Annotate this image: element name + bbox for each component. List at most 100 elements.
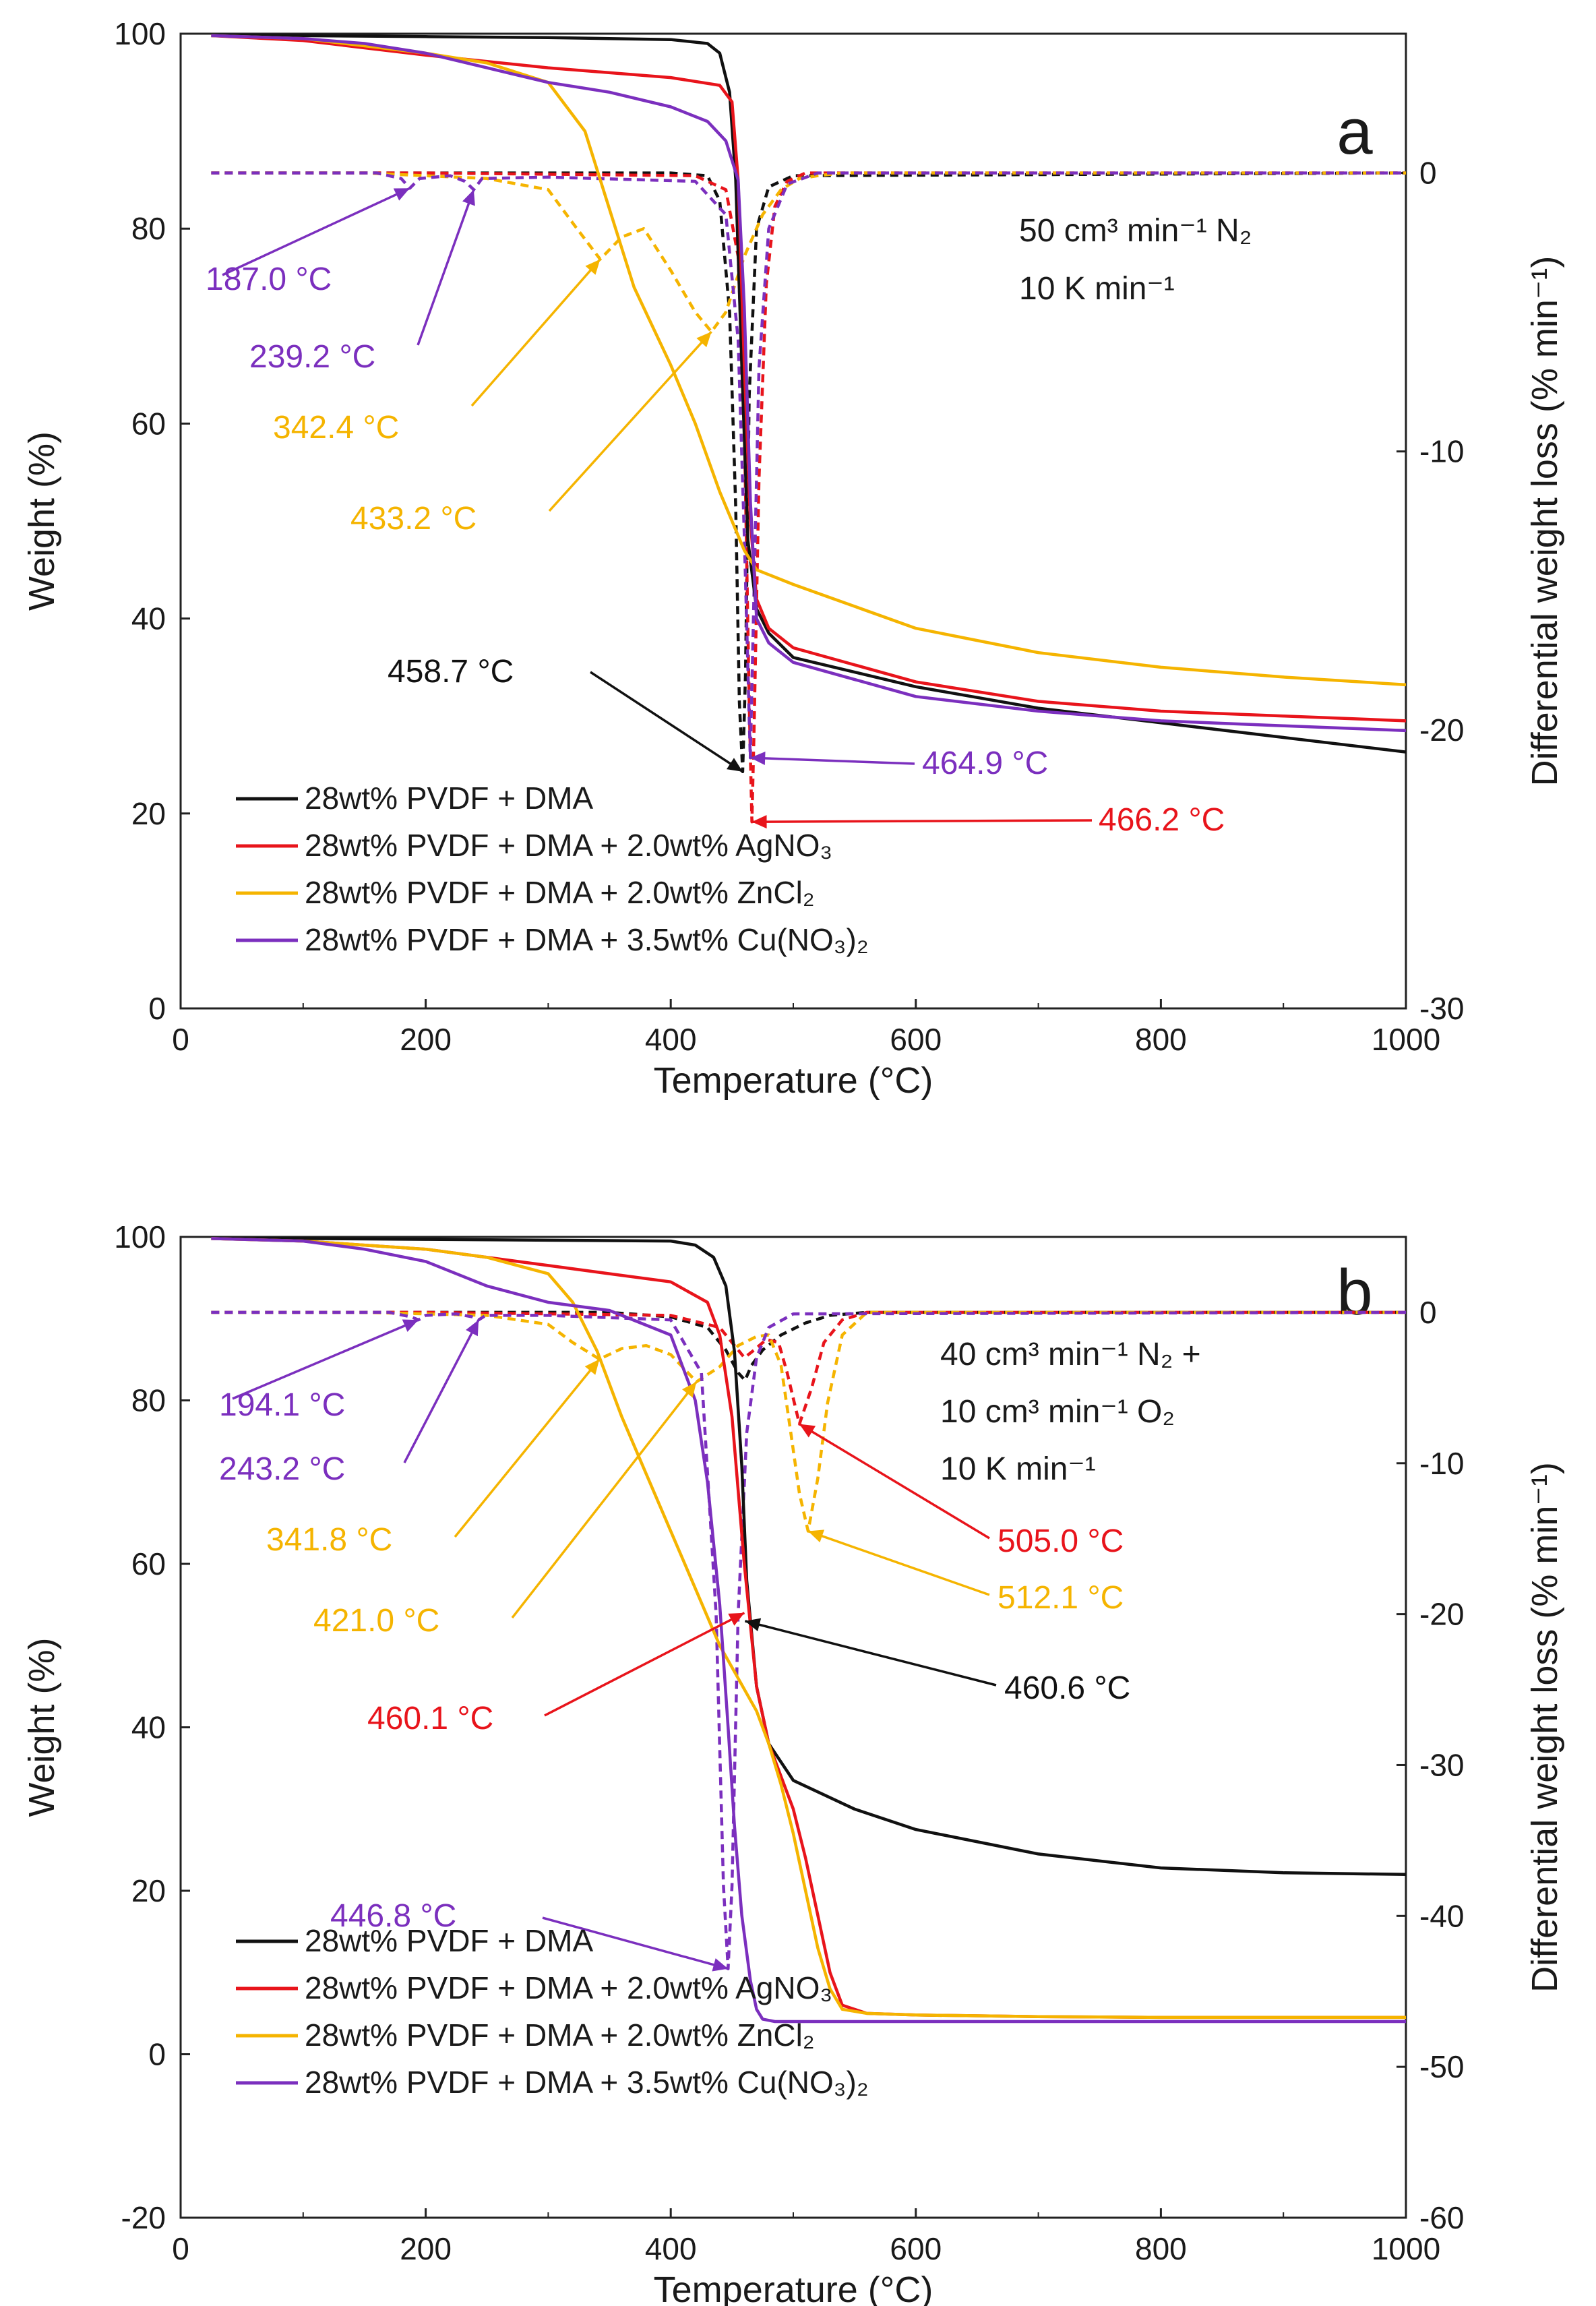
peak-annotation-label: 446.8 °C [330,1898,456,1934]
y-tick-label: 60 [131,1546,166,1581]
annotation-arrow-head [712,1958,729,1972]
annotation-arrow-line [403,1319,480,1463]
annotation-arrow-head [681,1381,697,1398]
annotation-arrow-line [744,1620,997,1687]
peak-annotation-label: 466.2 °C [1099,802,1225,838]
legend-entry-label: 28wt% PVDF + DMA + 2.0wt% ZnCl₂ [305,875,815,910]
x-tick-label: 800 [1135,1022,1187,1057]
y-tick-label: 100 [114,1219,166,1254]
x-tick-label: 600 [890,1022,942,1057]
annotation-arrow-line [222,187,410,276]
annotation-arrow-line [590,671,743,773]
dtg-series-line [211,171,1406,760]
annotation-arrow-head [466,1320,479,1337]
annotation-arrow-line [750,756,915,765]
x-tick-label: 600 [890,2231,942,2266]
y2-tick-label: -20 [1419,712,1464,748]
annotation-arrow-line [542,1916,729,1970]
dtg-series-line [211,171,1406,334]
peak-annotation-label: 243.2 °C [219,1451,345,1487]
y2-tick-label: -30 [1419,1747,1464,1782]
peak-annotation-label: 512.1 °C [998,1580,1124,1616]
y2-axis-label: Differential weight loss (% min⁻¹) [1525,256,1565,787]
annotation-arrow-line [548,330,712,512]
annotation-arrow-line [232,1318,419,1400]
peak-annotation-label: 433.2 °C [350,501,477,537]
weight-series-line [211,34,1406,733]
y-tick-label: 40 [131,1710,166,1745]
weight-series-line [211,1237,1406,2020]
annotation-arrow-line [807,1529,990,1596]
x-tick-label: 400 [645,2231,697,2266]
y2-tick-label: -20 [1419,1597,1464,1632]
y-tick-label: 60 [131,406,166,441]
legend-entry-label: 28wt% PVDF + DMA [305,1923,593,1958]
dtg-series-line [211,171,1406,774]
annotation-arrow-line [470,258,601,407]
weight-series-line [211,34,1406,754]
y2-tick-label: -50 [1419,2049,1464,2084]
x-tick-label: 0 [172,1022,189,1057]
annotation-arrow-head [584,1359,600,1375]
annotation-arrow-head [750,751,766,765]
peak-annotation-label: 194.1 °C [219,1387,345,1423]
y2-tick-label: -30 [1419,991,1464,1026]
weight-series-line [211,1237,1406,2024]
peak-annotation-label: 187.0 °C [206,262,332,297]
annotation-arrow-line [544,1612,745,1717]
y-tick-label: 100 [114,16,166,51]
annotation-arrow-head [727,758,743,772]
y-tick-label: 20 [131,796,166,831]
plot-area [211,1237,1406,2024]
peak-annotation-label: 464.9 °C [922,746,1048,781]
condition-text: 50 cm³ min⁻¹ N₂ [1019,213,1252,249]
y-tick-label: 20 [131,1873,166,1908]
dtg-series-line [211,1310,1406,1533]
y2-tick-label: -10 [1419,1446,1464,1481]
condition-text: 10 cm³ min⁻¹ O₂ [940,1394,1175,1430]
y2-axis-label: Differential weight loss (% min⁻¹) [1525,1462,1565,1993]
peak-annotation-label: 460.1 °C [367,1701,493,1736]
annotation-arrow-line [511,1380,698,1619]
y2-tick-label: 0 [1419,156,1437,191]
annotation-arrow-head [728,1612,745,1626]
annotation-arrow-head [585,259,601,275]
panel-a: 0 200 400 600 800 1000 0 20 40 60 80 100 -30 -20 -10 0 T… [22,16,1565,1101]
peak-annotation-label: 458.7 °C [388,654,514,690]
x-tick-label: 200 [400,2231,452,2266]
y-tick-label: 0 [148,2037,166,2072]
condition-text: 10 K min⁻¹ [940,1451,1096,1487]
plot-area [211,34,1406,824]
y-tick-label: 0 [148,991,166,1026]
peak-annotation-label: 341.8 °C [266,1522,392,1558]
annotation-arrow-line [799,1423,990,1540]
annotation-arrow-head [745,1618,762,1632]
panel-letter: b [1337,1256,1372,1329]
condition-text: 40 cm³ min⁻¹ N₂ + [940,1337,1201,1372]
legend-entry-label: 28wt% PVDF + DMA + 2.0wt% ZnCl₂ [305,2017,815,2053]
annotation-arrow-head [462,189,475,206]
x-tick-label: 200 [400,1022,452,1057]
weight-series-line [211,1237,1406,1877]
y-tick-label: 80 [131,1383,166,1418]
y-tick-label: 40 [131,601,166,636]
condition-text: 10 K min⁻¹ [1019,271,1175,307]
annotation-arrow-line [454,1358,601,1538]
peak-annotation-label: 421.0 °C [313,1603,439,1639]
annotation-arrow-head [696,332,712,348]
x-tick-label: 800 [1135,2231,1187,2266]
peak-annotation-label: 505.0 °C [998,1523,1124,1559]
weight-series-line [211,34,1406,687]
legend-entry-label: 28wt% PVDF + DMA + 2.0wt% AgNO₃ [305,828,832,863]
x-axis-label: Temperature (°C) [654,1060,933,1101]
x-tick-label: 1000 [1372,2231,1440,2266]
y2-tick-label: -10 [1419,434,1464,469]
x-axis-label: Temperature (°C) [654,2270,933,2306]
x-tick-label: 1000 [1372,1022,1440,1057]
annotation-arrow-head [393,188,410,201]
y-tick-label: 80 [131,211,166,246]
legend-entry-label: 28wt% PVDF + DMA + 3.5wt% Cu(NO₃)₂ [305,922,869,957]
peak-annotation-label: 342.4 °C [273,410,399,446]
